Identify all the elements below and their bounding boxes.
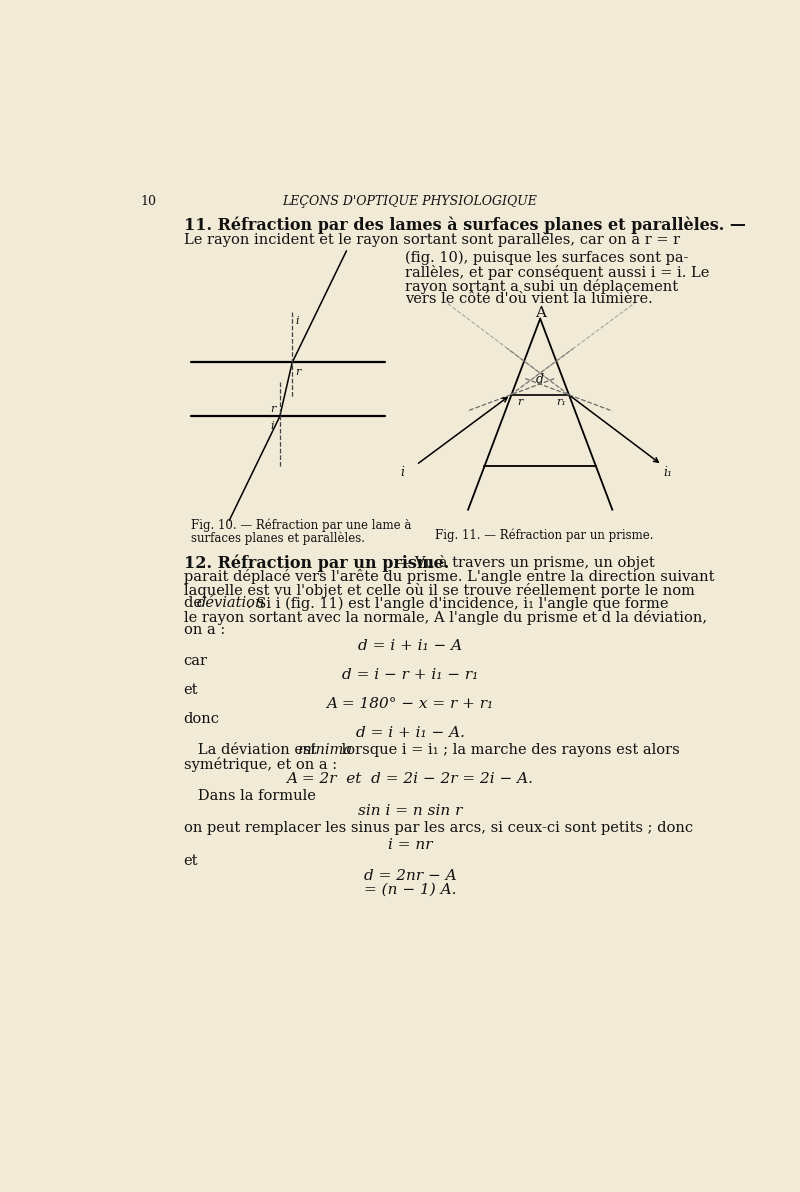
Text: r: r [295, 367, 301, 377]
Text: — Vu à travers un prisme, un objet: — Vu à travers un prisme, un objet [391, 555, 655, 570]
Text: (fig. 10), puisque les surfaces sont pa-: (fig. 10), puisque les surfaces sont pa- [405, 250, 688, 266]
Text: . Si i (fig. 11) est l'angle d'incidence, i₁ l'angle que forme: . Si i (fig. 11) est l'angle d'incidence… [247, 596, 669, 610]
Text: La déviation est: La déviation est [184, 744, 321, 757]
Text: vers le côté d'où vient la lumière.: vers le côté d'où vient la lumière. [405, 292, 652, 306]
Text: i: i [270, 421, 274, 432]
Text: r₁: r₁ [557, 397, 566, 408]
Text: 11. Réfraction par des lames à surfaces planes et parallèles. —: 11. Réfraction par des lames à surfaces … [184, 217, 746, 235]
Text: i: i [295, 316, 299, 327]
Text: LEÇONS D'OPTIQUE PHYSIOLOGIQUE: LEÇONS D'OPTIQUE PHYSIOLOGIQUE [282, 195, 538, 209]
Text: d = i + i₁ − A: d = i + i₁ − A [358, 639, 462, 652]
Text: A = 2r  et  d = 2i − 2r = 2i − A.: A = 2r et d = 2i − 2r = 2i − A. [286, 772, 534, 787]
Text: car: car [184, 654, 208, 668]
Text: d = 2nr − A: d = 2nr − A [364, 869, 456, 883]
Text: lorsque i = i₁ ; la marche des rayons est alors: lorsque i = i₁ ; la marche des rayons es… [337, 744, 680, 757]
Text: A = 180° − x = r + r₁: A = 180° − x = r + r₁ [326, 697, 494, 712]
Text: d: d [535, 373, 543, 386]
Text: r: r [270, 404, 276, 414]
Text: i = nr: i = nr [388, 838, 432, 852]
Text: Fig. 10. — Réfraction par une lame à: Fig. 10. — Réfraction par une lame à [191, 519, 412, 533]
Text: A: A [535, 306, 546, 321]
Text: i₁: i₁ [663, 466, 673, 479]
Text: Dans la formule: Dans la formule [184, 789, 315, 803]
Text: et: et [184, 683, 198, 697]
Text: rayon sortant a subi un déplacement: rayon sortant a subi un déplacement [405, 279, 678, 293]
Text: on peut remplacer les sinus par les arcs, si ceux-ci sont petits ; donc: on peut remplacer les sinus par les arcs… [184, 821, 693, 836]
Text: i: i [401, 466, 405, 479]
Text: Fig. 11. — Réfraction par un prisme.: Fig. 11. — Réfraction par un prisme. [435, 528, 654, 541]
Text: = (n − 1) A.: = (n − 1) A. [364, 883, 456, 898]
Text: symétrique, et on a :: symétrique, et on a : [184, 757, 337, 771]
Text: d = i − r + i₁ − r₁: d = i − r + i₁ − r₁ [342, 668, 478, 682]
Text: 10: 10 [140, 195, 156, 209]
Text: de: de [184, 596, 206, 610]
Text: minima: minima [298, 744, 354, 757]
Text: rallèles, et par conséquent aussi i = i. Le: rallèles, et par conséquent aussi i = i.… [405, 265, 709, 280]
Text: parait déplacé vers l'arête du prisme. L'angle entre la direction suivant: parait déplacé vers l'arête du prisme. L… [184, 570, 714, 584]
Text: surfaces planes et parallèles.: surfaces planes et parallèles. [191, 532, 366, 545]
Text: le rayon sortant avec la normale, A l'angle du prisme et d la déviation,: le rayon sortant avec la normale, A l'an… [184, 609, 707, 625]
Text: d = i + i₁ − A.: d = i + i₁ − A. [355, 726, 465, 740]
Text: sin i = n sin r: sin i = n sin r [358, 805, 462, 819]
Text: on a :: on a : [184, 623, 225, 638]
Text: et: et [184, 853, 198, 868]
Text: 12. Réfraction par un prisme.: 12. Réfraction par un prisme. [184, 555, 449, 572]
Text: laquelle est vu l'objet et celle où il se trouve réellement porte le nom: laquelle est vu l'objet et celle où il s… [184, 583, 694, 597]
Text: Le rayon incident et le rayon sortant sont parallèles, car on a r = r: Le rayon incident et le rayon sortant so… [184, 232, 680, 248]
Text: r: r [517, 397, 522, 408]
Text: donc: donc [184, 713, 220, 726]
Text: déviation: déviation [197, 596, 265, 610]
